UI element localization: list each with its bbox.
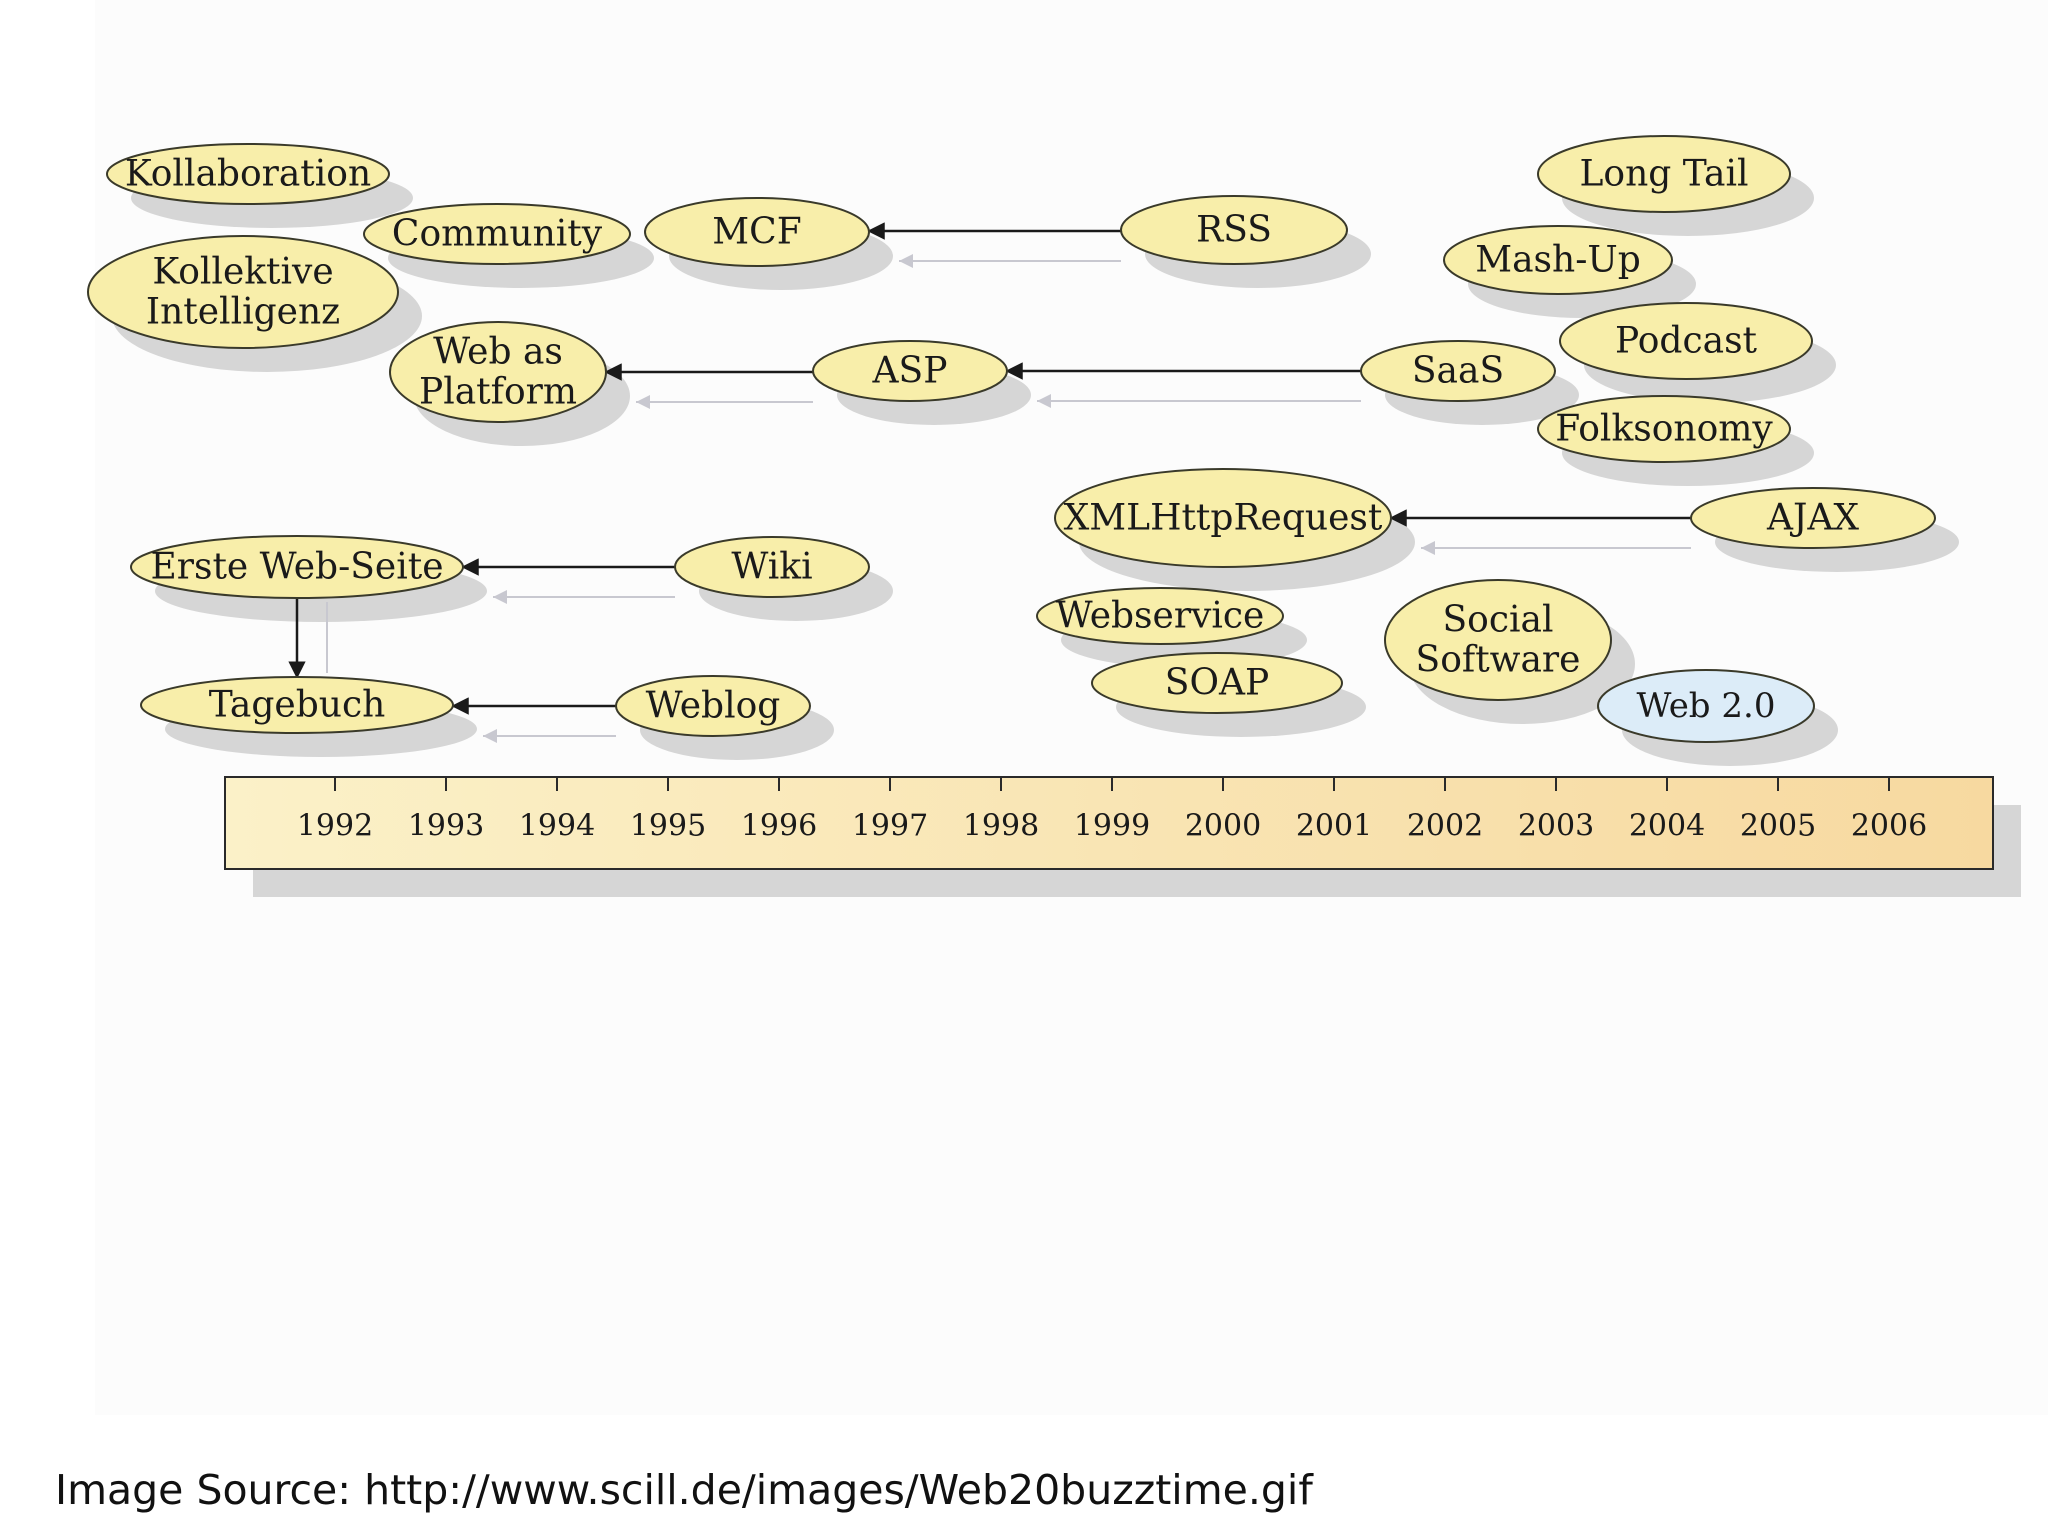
ajax-label: AJAX	[1766, 498, 1859, 539]
timeline-year-label: 2004	[1629, 809, 1705, 844]
node-mcf: MCF	[644, 197, 870, 267]
rss-ellipse	[1120, 195, 1348, 265]
podcast-ellipse	[1559, 302, 1813, 380]
webservice-ellipse	[1036, 587, 1284, 645]
timeline-year-label: 1999	[1074, 809, 1150, 844]
weblog-label: Weblog	[646, 686, 781, 727]
community-label: Community	[392, 214, 603, 255]
node-weblog: Weblog	[615, 675, 811, 737]
ajax-to-xmlhttprequest-arrow-shadow-head	[1421, 541, 1435, 555]
timeline-year-label: 2003	[1518, 809, 1594, 844]
tagebuch-ellipse	[140, 676, 454, 734]
node-tagebuch: Tagebuch	[140, 676, 454, 734]
web-as-platform-label: Web as	[433, 332, 563, 373]
node-rss: RSS	[1120, 195, 1348, 265]
timeline-year-label: 1993	[408, 809, 484, 844]
timeline-year-label: 2002	[1407, 809, 1483, 844]
tagebuch-label: Tagebuch	[209, 685, 386, 726]
mcf-label: MCF	[712, 212, 801, 253]
weblog-ellipse	[615, 675, 811, 737]
wiki-ellipse	[674, 536, 870, 598]
node-community: Community	[363, 203, 631, 265]
node-saas: SaaS	[1360, 340, 1556, 402]
kollektive-intelligenz-label: Kollektive	[152, 252, 333, 293]
web-as-platform-label: Platform	[419, 371, 577, 412]
long-tail-label: Long Tail	[1580, 154, 1749, 195]
kollektive-intelligenz-ellipse	[87, 235, 399, 349]
node-podcast: Podcast	[1559, 302, 1813, 380]
rss-label: RSS	[1196, 210, 1272, 251]
social-software-ellipse	[1384, 579, 1612, 701]
saas-label: SaaS	[1412, 351, 1504, 392]
node-mash-up: Mash-Up	[1443, 225, 1673, 295]
node-xmlhttprequest: XMLHttpRequest	[1054, 468, 1392, 568]
node-web-2-0: Web 2.0	[1597, 669, 1815, 743]
kollektive-intelligenz-label: Intelligenz	[146, 291, 340, 332]
soap-label: SOAP	[1165, 663, 1269, 704]
timeline: 1992 1993 1994 1995 1996 1997 1998 1999 2000 2001…	[224, 776, 2021, 897]
folksonomy-ellipse	[1537, 395, 1791, 463]
node-wiki: Wiki	[674, 536, 870, 598]
web-2-0-label: Web 2.0	[1637, 686, 1776, 726]
folksonomy-label: Folksonomy	[1555, 409, 1773, 450]
asp-ellipse	[812, 340, 1008, 402]
web-as-platform-ellipse	[389, 321, 607, 423]
community-ellipse	[363, 203, 631, 265]
node-ajax: AJAX	[1690, 487, 1936, 549]
arrow-layer	[288, 222, 1691, 743]
timeline-year-label: 1996	[741, 809, 817, 844]
node-soap: SOAP	[1091, 652, 1343, 714]
timeline-year-label: 1994	[519, 809, 595, 844]
wiki-to-erste-web-seite-arrow-shadow-head	[493, 590, 507, 604]
podcast-label: Podcast	[1615, 321, 1758, 362]
wiki-label: Wiki	[731, 547, 812, 588]
node-long-tail: Long Tail	[1537, 135, 1791, 213]
node-webservice: Webservice	[1036, 587, 1284, 645]
asp-label: ASP	[872, 351, 948, 392]
kollaboration-label: Kollaboration	[125, 154, 371, 195]
rss-to-mcf-arrow-shadow-head	[899, 254, 913, 268]
timeline-year-label: 2000	[1185, 809, 1261, 844]
web-2-0-ellipse	[1597, 669, 1815, 743]
xmlhttprequest-ellipse	[1054, 468, 1392, 568]
soap-ellipse	[1091, 652, 1343, 714]
xmlhttprequest-label: XMLHttpRequest	[1064, 498, 1383, 539]
image-source-caption: Image Source: http://www.scill.de/images…	[55, 1466, 1313, 1514]
saas-ellipse	[1360, 340, 1556, 402]
timeline-year-label: 1997	[852, 809, 928, 844]
mcf-ellipse	[644, 197, 870, 267]
node-folksonomy: Folksonomy	[1537, 395, 1791, 463]
long-tail-ellipse	[1537, 135, 1791, 213]
ajax-ellipse	[1690, 487, 1936, 549]
saas-to-asp-arrow-shadow-head	[1037, 394, 1051, 408]
timeline-year-label: 2005	[1740, 809, 1816, 844]
timeline-bar	[224, 776, 1994, 870]
timeline-year-label: 1995	[630, 809, 706, 844]
erste-web-seite-label: Erste Web-Seite	[150, 547, 443, 588]
timeline-year-label: 1998	[963, 809, 1039, 844]
timeline-year-label: 1992	[297, 809, 373, 844]
erste-web-seite-ellipse	[130, 535, 464, 599]
timeline-year-label: 2001	[1296, 809, 1372, 844]
mash-up-label: Mash-Up	[1475, 240, 1641, 281]
social-software-label: Software	[1416, 639, 1581, 680]
node-layer: KollaborationCommunityKollektiveIntellig…	[87, 135, 1936, 743]
mash-up-ellipse	[1443, 225, 1673, 295]
timeline-year-label: 2006	[1851, 809, 1927, 844]
weblog-to-tagebuch-arrow-shadow-head	[483, 729, 497, 743]
webservice-label: Webservice	[1056, 596, 1265, 637]
social-software-label: Social	[1443, 600, 1554, 641]
node-kollaboration: Kollaboration	[106, 143, 390, 205]
asp-to-web-as-platform-arrow-shadow-head	[636, 395, 650, 409]
node-asp: ASP	[812, 340, 1008, 402]
node-erste-web-seite: Erste Web-Seite	[130, 535, 464, 599]
kollaboration-ellipse	[106, 143, 390, 205]
